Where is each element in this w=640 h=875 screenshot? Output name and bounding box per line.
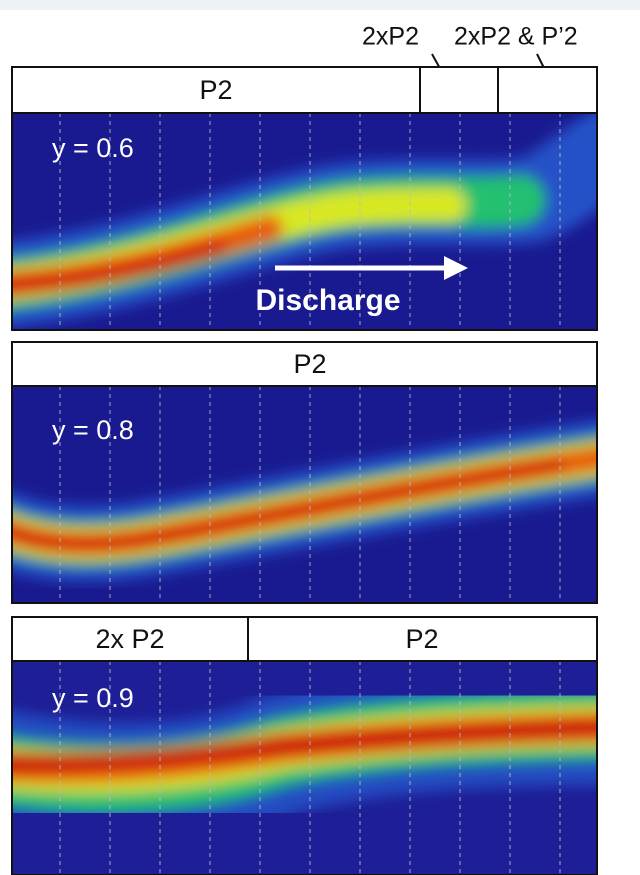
header-label: P2 [293, 349, 326, 379]
panel-label: y = 0.8 [52, 415, 134, 445]
header-segment [497, 66, 598, 114]
window-strip [0, 0, 640, 10]
annotation: 2xP2 & P’2 [454, 23, 578, 51]
intensity-band [12, 113, 597, 327]
panel-label: y = 0.6 [52, 133, 134, 163]
panel-label: y = 0.9 [52, 683, 134, 713]
header-segment [419, 66, 499, 114]
header-label: P2 [199, 75, 232, 105]
intensity-band [12, 420, 597, 582]
header-label: P2 [405, 624, 438, 654]
panel: P2 y = 0.8 [11, 341, 598, 604]
annotation: 2xP2 [362, 23, 419, 51]
arrow-label: Discharge [255, 284, 400, 317]
header-segment [247, 616, 598, 662]
grid [59, 661, 561, 875]
frame [11, 385, 598, 604]
frame [11, 112, 598, 331]
intensity-band [12, 665, 597, 844]
arrowhead [444, 256, 468, 280]
panel: P2 y = 0.6 Discharge [11, 66, 598, 331]
panel: 2x P2 P2 y = 0.9 [11, 616, 598, 875]
frame [11, 660, 598, 875]
header-label: 2x P2 [95, 624, 164, 654]
